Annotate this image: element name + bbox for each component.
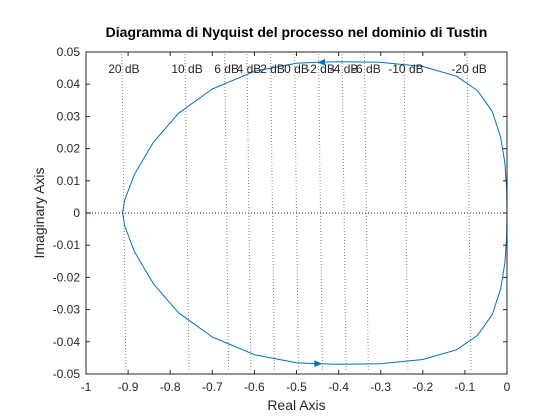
- x-tick-label: 0: [504, 380, 511, 394]
- x-axis-label: Real Axis: [267, 397, 325, 413]
- nyquist-curve: [122, 58, 508, 368]
- m-circle-labels: 20 dB 10 dB 6 dB4 dB2 dB 0 dB-2 dB-4 dB-6 d…: [108, 62, 487, 76]
- m-circle-label: 20 dB: [108, 62, 139, 76]
- y-tick-label: -0.03: [53, 303, 81, 317]
- m-circle-label: -4 dB: [330, 62, 359, 76]
- m-circle-label: 10 dB: [171, 62, 202, 76]
- m-circle-label: -6 dB: [352, 62, 381, 76]
- nyquist-series-line: [122, 61, 508, 365]
- y-tick-label: 0.03: [57, 109, 81, 123]
- y-tick-label: 0.02: [57, 142, 81, 156]
- m-circle-label: -10 dB: [388, 62, 423, 76]
- m-circle-line: [403, 53, 409, 373]
- x-tick-labels: -1 -0.9 -0.8 -0.7 -0.6 -0.5 -0.4 -0.3 -0.2 -0.1 0: [81, 380, 511, 394]
- m-circle-line: [184, 53, 190, 373]
- m-circle-line: [224, 53, 230, 373]
- y-tick-label: -0.02: [53, 270, 81, 284]
- m-circle-label: 0 dB: [284, 62, 309, 76]
- y-tick-label: -0.05: [53, 367, 81, 381]
- x-tick-label: -0.2: [412, 380, 433, 394]
- m-circle-line: [121, 53, 127, 373]
- y-axis-label: Imaginary Axis: [31, 167, 47, 258]
- m-circle-label: -20 dB: [451, 62, 486, 76]
- m-circle-label: -2 dB: [306, 62, 335, 76]
- x-tick-label: -0.7: [202, 380, 223, 394]
- direction-arrow: [317, 58, 326, 66]
- chart-title: Diagramma di Nyquist del processo nel do…: [106, 24, 488, 40]
- axes-box: [85, 51, 508, 375]
- y-tick-label: 0: [73, 206, 80, 220]
- y-tick-label: -0.04: [53, 335, 81, 349]
- x-tick-label: -0.1: [455, 380, 476, 394]
- m-circle-label: 4 dB: [237, 62, 262, 76]
- m-circle-label: 6 dB: [214, 62, 239, 76]
- x-tick-label: -0.4: [328, 380, 349, 394]
- x-tick-label: -0.8: [160, 380, 181, 394]
- y-tick-label: 0.01: [57, 174, 81, 188]
- x-tick-label: -1: [81, 380, 92, 394]
- direction-arrow: [314, 360, 323, 368]
- y-tick-label: -0.01: [53, 238, 81, 252]
- m-circle-line: [466, 53, 472, 373]
- y-tick-label: 0.05: [57, 45, 81, 59]
- y-tick-label: 0.04: [57, 77, 81, 91]
- x-tick-label: -0.6: [244, 380, 265, 394]
- x-tick-label: -0.5: [286, 380, 307, 394]
- m-circle-label: 2 dB: [260, 62, 285, 76]
- y-tick-labels: -0.05 -0.04 -0.03 -0.02 -0.01 0 0.01 0.02 0.03 0.…: [53, 45, 81, 381]
- x-tick-label: -0.9: [118, 380, 139, 394]
- x-tick-label: -0.3: [370, 380, 391, 394]
- m-circle-line: [363, 53, 369, 373]
